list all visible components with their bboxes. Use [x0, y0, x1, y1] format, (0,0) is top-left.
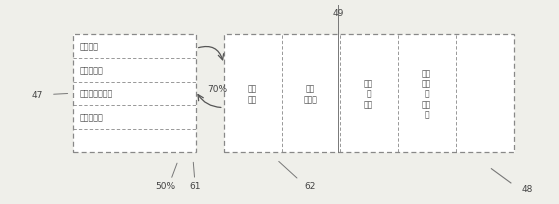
Text: 49: 49	[333, 9, 344, 18]
Text: 50%: 50%	[156, 182, 176, 191]
Text: 70%: 70%	[207, 84, 227, 93]
Text: 銃に
弾丸
を
込め
る: 銃に 弾丸 を 込め る	[422, 69, 432, 119]
Bar	[224, 35, 514, 153]
Text: 銃を
調整: 銃を 調整	[248, 84, 257, 104]
Text: 対象に命中: 対象に命中	[80, 66, 103, 75]
Text: 対象
を
見る: 対象 を 見る	[364, 79, 373, 109]
Text: 銃を発射: 銃を発射	[80, 42, 99, 51]
Bar	[73, 35, 196, 153]
Text: 爆発を回避: 爆発を回避	[80, 113, 103, 122]
Text: 62: 62	[305, 182, 316, 191]
Text: 61: 61	[189, 182, 201, 191]
Text: 他の物体を回避: 他の物体を回避	[80, 89, 113, 98]
Text: 銃を
向ける: 銃を 向ける	[304, 84, 318, 104]
Text: 47: 47	[31, 90, 42, 99]
Text: 48: 48	[522, 184, 533, 193]
